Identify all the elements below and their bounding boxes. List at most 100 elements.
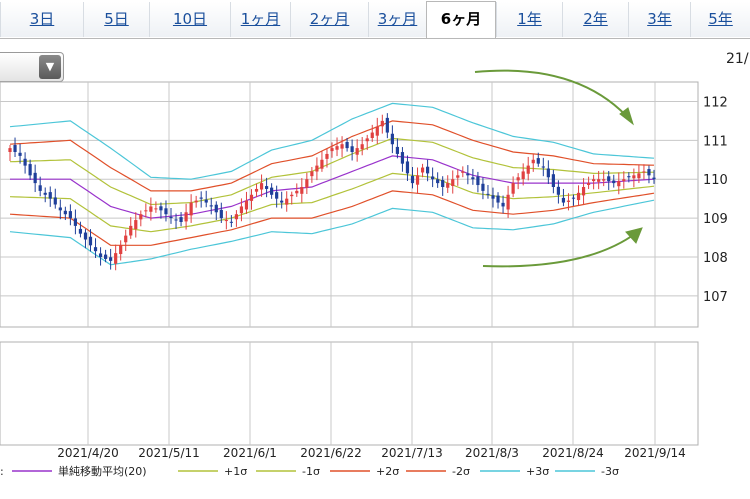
tab-10[interactable]: 5年 bbox=[690, 2, 750, 37]
candle-body-14 bbox=[78, 228, 83, 234]
candle-body-37 bbox=[194, 200, 198, 203]
x-tick-label-0: 2021/4/20 bbox=[57, 446, 119, 460]
candle-body-102 bbox=[521, 171, 525, 180]
candle-body-77 bbox=[395, 146, 400, 154]
tab-9[interactable]: 3年 bbox=[628, 2, 690, 37]
candle-body-82 bbox=[420, 167, 425, 173]
legend-label-3: +2σ bbox=[376, 465, 399, 478]
legend-label-1: +1σ bbox=[224, 465, 247, 478]
x-tick-label-6: 2021/8/24 bbox=[542, 446, 604, 460]
candle-body-2 bbox=[18, 152, 22, 156]
chart-type-dropdown[interactable]: ▼ bbox=[0, 52, 64, 82]
candle-body-96 bbox=[491, 195, 495, 199]
candle-body-110 bbox=[561, 197, 566, 203]
lower-arrow-head bbox=[625, 227, 643, 244]
candle-body-40 bbox=[209, 205, 213, 207]
candle-body-121 bbox=[617, 181, 621, 187]
candle-body-114 bbox=[581, 187, 586, 196]
y-tick-label-3: 110 bbox=[703, 173, 728, 188]
candle-body-74 bbox=[380, 120, 384, 127]
tab-4[interactable]: 2ヶ月 bbox=[290, 2, 368, 37]
candle-body-26 bbox=[139, 214, 143, 220]
candle-body-6 bbox=[38, 185, 42, 191]
candle-body-10 bbox=[58, 207, 62, 211]
plus-1-sigma-line bbox=[9, 137, 655, 206]
candle-body-112 bbox=[571, 197, 576, 199]
candle-body-16 bbox=[88, 236, 93, 246]
candle-body-97 bbox=[496, 195, 500, 203]
candle-body-73 bbox=[375, 126, 379, 136]
upper-arrow-curve bbox=[474, 69, 633, 123]
legend-label-4: -2σ bbox=[452, 465, 470, 478]
candle-body-75 bbox=[385, 117, 389, 133]
candle-body-91 bbox=[466, 173, 470, 176]
candle-body-95 bbox=[486, 193, 490, 195]
candle-body-11 bbox=[63, 210, 67, 215]
candle-body-1 bbox=[13, 145, 17, 152]
y-tick-label-5: 112 bbox=[703, 95, 728, 110]
candle-body-113 bbox=[576, 192, 581, 201]
legend-label-6: -3σ bbox=[601, 465, 619, 478]
candle-body-35 bbox=[184, 212, 188, 222]
candle-body-70 bbox=[360, 144, 364, 150]
candle-body-5 bbox=[33, 172, 37, 184]
candle-body-28 bbox=[149, 206, 153, 212]
candle-body-71 bbox=[365, 138, 369, 142]
lower-arrow-curve bbox=[482, 229, 641, 268]
candle-body-69 bbox=[355, 148, 359, 155]
candle-body-7 bbox=[43, 192, 47, 195]
period-tabs: 3日 5日 10日 1ヶ月 2ヶ月 3ヶ月 6ヶ月 1年 2年 3年 5年 bbox=[0, 0, 750, 39]
candle-body-20 bbox=[109, 257, 113, 261]
candle-body-8 bbox=[48, 192, 52, 199]
candle-body-105 bbox=[536, 158, 540, 164]
tab-6[interactable]: 6ヶ月 bbox=[426, 1, 496, 38]
triangle-down-icon[interactable]: ▼ bbox=[39, 55, 61, 79]
candle-body-19 bbox=[103, 254, 108, 259]
x-tick-label-2: 2021/6/1 bbox=[223, 446, 277, 460]
candle-body-54 bbox=[280, 200, 284, 203]
candle-body-124 bbox=[632, 175, 636, 179]
tab-1[interactable]: 5日 bbox=[83, 2, 149, 37]
candle-body-118 bbox=[602, 179, 606, 181]
candle-body-98 bbox=[501, 202, 505, 207]
tab-0[interactable]: 3日 bbox=[0, 2, 83, 37]
tab-3[interactable]: 1ヶ月 bbox=[230, 2, 290, 37]
legend-prefix: : bbox=[0, 465, 4, 478]
candle-body-39 bbox=[204, 199, 208, 203]
candle-body-24 bbox=[129, 225, 133, 236]
candle-body-64 bbox=[330, 148, 334, 152]
candle-body-29 bbox=[154, 208, 158, 210]
candle-body-104 bbox=[531, 159, 535, 164]
candle-body-122 bbox=[622, 179, 626, 181]
candle-body-106 bbox=[541, 166, 545, 168]
upper-arrow-head bbox=[619, 107, 634, 126]
candle-body-59 bbox=[305, 179, 309, 188]
candle-body-101 bbox=[516, 177, 520, 181]
candle-body-47 bbox=[244, 200, 249, 210]
candle-body-43 bbox=[224, 220, 228, 222]
candle-body-109 bbox=[556, 186, 561, 195]
candle-body-9 bbox=[53, 197, 57, 205]
candle-body-25 bbox=[134, 220, 138, 229]
tab-2[interactable]: 10日 bbox=[149, 2, 230, 37]
tab-7[interactable]: 1年 bbox=[496, 2, 562, 37]
candle-body-48 bbox=[249, 194, 254, 201]
candle-body-88 bbox=[451, 179, 455, 187]
candle-body-83 bbox=[425, 166, 430, 174]
candle-body-13 bbox=[73, 218, 78, 226]
legend-label-5: +3σ bbox=[526, 465, 549, 478]
minus-3-sigma-line bbox=[9, 199, 655, 266]
minus-2-sigma-line bbox=[9, 190, 655, 246]
candle-body-111 bbox=[566, 200, 571, 202]
candle-body-119 bbox=[607, 176, 611, 182]
candle-body-92 bbox=[471, 177, 475, 180]
candle-body-99 bbox=[506, 194, 510, 210]
candle-body-42 bbox=[219, 209, 223, 219]
tab-8[interactable]: 2年 bbox=[562, 2, 628, 37]
candle-body-61 bbox=[315, 165, 319, 172]
sma-20-line bbox=[10, 155, 655, 219]
candle-body-34 bbox=[179, 217, 183, 222]
candle-body-63 bbox=[325, 153, 329, 159]
tab-5[interactable]: 3ヶ月 bbox=[368, 2, 426, 37]
x-tick-label-1: 2021/5/11 bbox=[138, 446, 200, 460]
